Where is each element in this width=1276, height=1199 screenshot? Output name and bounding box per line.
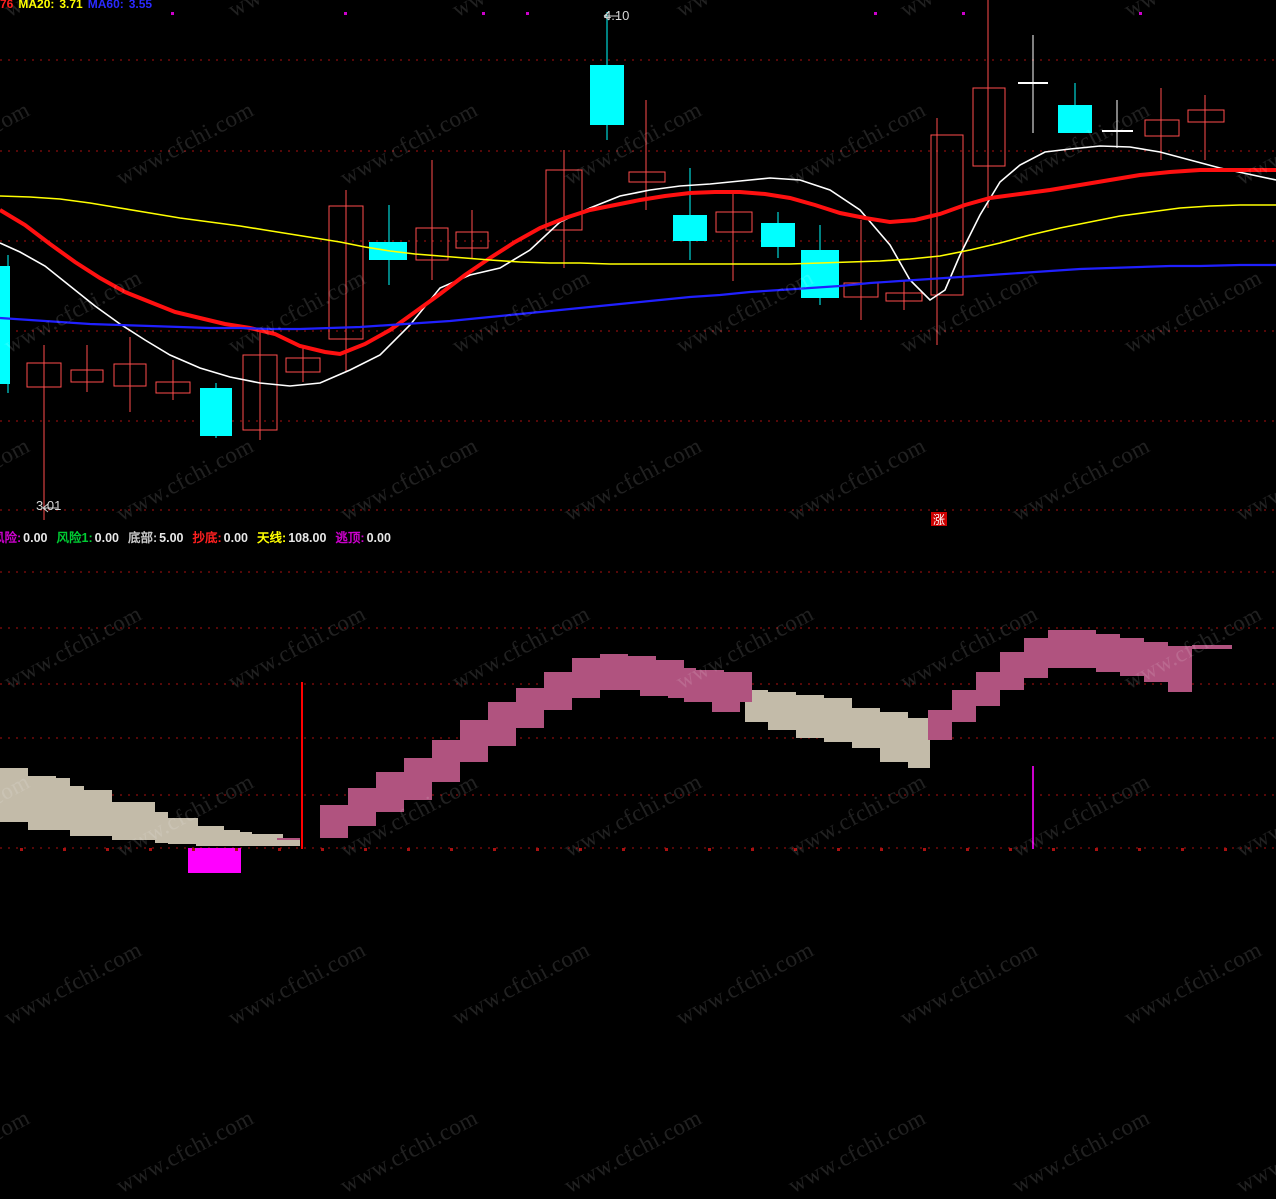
- risk-label: 风险:: [0, 531, 22, 545]
- candle: [1058, 83, 1092, 133]
- taoding-value: 0.00: [366, 531, 391, 545]
- ma20-legend-value: 3.71: [59, 0, 83, 11]
- taoding-label: 逃顶:: [335, 531, 365, 545]
- watermark-text: www.cfchi.com: [560, 1104, 706, 1199]
- candle: [242, 332, 278, 440]
- legend-item-taoding: 逃顶: 0.00: [335, 531, 391, 545]
- risk-value: 0.00: [23, 531, 48, 545]
- candle: [328, 190, 364, 372]
- ribbon-band-up-right: [928, 630, 1192, 740]
- magenta-bar: [188, 848, 241, 873]
- legend-item-tianxian: 天线: 108.00: [257, 531, 326, 545]
- chaodi-value: 0.00: [223, 531, 249, 545]
- watermark-text: www.cfchi.com: [0, 1104, 34, 1199]
- candle: [155, 360, 191, 400]
- risk1-value: 0.00: [94, 531, 119, 545]
- low-price-label: 3.01: [36, 498, 62, 513]
- ma-line-red: [0, 168, 1276, 357]
- tianxian-value: 108.00: [288, 531, 327, 545]
- high-price-label: 4.10: [604, 8, 630, 23]
- legend-item-risk1: 风险1: 0.00: [57, 531, 119, 545]
- candle: [285, 345, 321, 382]
- candle: [673, 168, 707, 260]
- candle: [930, 118, 964, 345]
- candle: [455, 210, 489, 258]
- candle: [801, 225, 839, 305]
- ribbon-band-up-leftmost: [640, 668, 752, 702]
- ma-line-blue: [0, 263, 1276, 331]
- candle: [200, 383, 232, 438]
- candle: [972, 0, 1006, 208]
- sub-gridlines: [0, 571, 1276, 849]
- candle: [369, 205, 407, 285]
- ma5-legend: 76: [0, 0, 14, 11]
- candle: [715, 190, 753, 281]
- candle: [26, 345, 62, 520]
- candle: [628, 100, 666, 210]
- price-chart-svg: [0, 0, 1276, 520]
- candle-series: [0, 0, 1225, 520]
- ribbon-band-down-left-2: [0, 768, 300, 846]
- candle: [70, 345, 104, 392]
- legend-item-bottom: 底部: 5.00: [128, 531, 184, 545]
- indicator-legend-bar: 风险:0.00风险1:0.00底部:5.00抄底:0.00天线:108.00逃顶…: [0, 526, 1276, 550]
- sub-chart-svg: [0, 571, 1276, 873]
- legend-item-chaodi: 抄底: 0.00: [193, 531, 249, 545]
- watermark-text: www.cfchi.com: [336, 1104, 482, 1199]
- watermark-text: www.cfchi.com: [1008, 1104, 1154, 1199]
- candle: [590, 12, 624, 140]
- candle: [545, 150, 583, 268]
- candle: [1144, 88, 1180, 160]
- candle: [1187, 95, 1225, 160]
- risk1-label: 风险1:: [56, 531, 93, 545]
- watermark-text: www.cfchi.com: [112, 1104, 258, 1199]
- watermark-text: www.cfchi.com: [784, 1104, 930, 1199]
- candle: [1018, 35, 1048, 133]
- watermark-text: www.cfchi.com: [448, 936, 594, 1031]
- ma60-legend-value: 3.55: [128, 0, 153, 11]
- watermark-text: www.cfchi.com: [672, 936, 818, 1031]
- ma-line-yellow: [0, 195, 1276, 265]
- candle: [885, 280, 923, 310]
- ribbon-tail-line: [1192, 645, 1232, 649]
- ma60-legend-label: MA60:: [87, 0, 124, 11]
- watermark-text: www.cfchi.com: [0, 936, 146, 1031]
- ribbon-band-down-right: [745, 690, 930, 768]
- watermark-text: www.cfchi.com: [1232, 1104, 1276, 1199]
- ribbon-band-up-mid: [277, 654, 740, 842]
- watermark-text: www.cfchi.com: [224, 936, 370, 1031]
- ma20-legend-label: MA20:: [18, 0, 55, 11]
- tianxian-label: 天线:: [257, 531, 287, 545]
- annotation-arrows: [42, 11, 618, 513]
- candle: [1102, 100, 1133, 148]
- sub-bottom-ticks: [20, 848, 1227, 851]
- price-panel[interactable]: 76 MA20: 3.71 MA60: 3.55 4.10 3.01 涨: [0, 0, 1276, 526]
- top-signal-dots: [171, 12, 1142, 15]
- indicator-sub-panel[interactable]: [0, 550, 1276, 873]
- bottom-label: 底部:: [127, 531, 158, 545]
- candle: [0, 255, 10, 393]
- candle: [843, 220, 879, 320]
- ma-line-white: [0, 145, 1276, 387]
- watermark-text: www.cfchi.com: [1120, 936, 1266, 1031]
- chaodi-label: 抄底:: [192, 531, 222, 545]
- candle: [761, 212, 795, 258]
- watermark-text: www.cfchi.com: [896, 936, 1042, 1031]
- legend-item-risk: 风险:0.00: [0, 531, 48, 545]
- candle: [415, 160, 449, 280]
- ma-legend: 76 MA20: 3.71 MA60: 3.55: [0, 0, 157, 11]
- bottom-value: 5.00: [159, 531, 184, 545]
- zhang-signal-marker[interactable]: 涨: [931, 512, 947, 526]
- candle: [113, 337, 147, 412]
